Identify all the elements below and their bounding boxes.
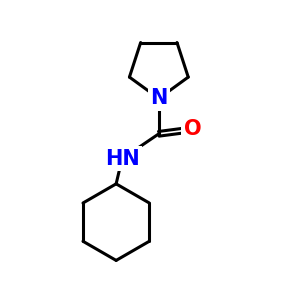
Text: HN: HN — [105, 149, 140, 169]
Text: O: O — [184, 119, 202, 140]
Text: N: N — [150, 88, 167, 109]
